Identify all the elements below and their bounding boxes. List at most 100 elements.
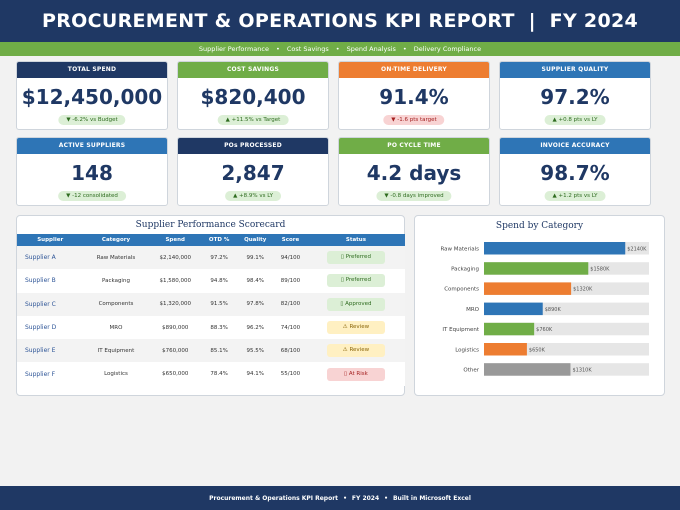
status-label: Review [349,324,370,331]
cell-status: ▯ Preferred [306,246,405,270]
footer-built-with: Built in Microsoft Excel [392,494,471,502]
spend-by-category-chart: Raw Materials $2140K Packaging $1580K Compon… [440,242,649,376]
column-header[interactable]: Score [274,234,307,246]
table-row[interactable]: Supplier C Components $1,320,000 91.5% 97.8%… [17,292,405,316]
chart-title: Spend by Category [495,221,584,231]
column-header[interactable]: Spend [148,234,202,246]
cell-otd: 78.4% [201,362,237,386]
cell-score: 89/100 [274,269,307,293]
kpi-card: ACTIVE SUPPLIERS 148 ▼ -12 consolidated [16,137,168,206]
cell-otd: 94.8% [201,269,237,293]
kpi-card: ON-TIME DELIVERY 91.4% ▼ -1.6 pts target [338,61,490,130]
cell-category: IT Equipment [83,339,149,363]
footer-report-name: Procurement & Operations KPI Report [209,494,339,502]
status-icon: ▯ [340,254,344,261]
cell-status: ⚠ Review [306,315,405,340]
cell-category: Logistics [83,362,149,386]
cell-supplier: Supplier F [17,362,84,386]
cell-otd: 85.1% [201,339,237,363]
table-row[interactable]: Supplier A Raw Materials $2,140,000 97.2% 99… [17,246,405,270]
kpi-card-title: PO CYCLE TIME [339,138,489,154]
cell-spend: $890,000 [148,315,202,340]
cell-category: Packaging [83,269,149,293]
bar-value-label: $1310K [572,367,592,373]
kpi-card-value: $12,450,000 [21,85,163,109]
nav-item-delivery-compliance[interactable]: Delivery Compliance [413,45,482,53]
column-header[interactable]: Category [83,234,149,246]
column-header[interactable]: Status [306,234,405,246]
status-label: Review [349,347,370,354]
footer-separator: • [384,494,388,502]
bar-value-label: $1320K [573,287,593,293]
kpi-delta-badge: ▼ -6.2% vs Budget [58,115,126,125]
kpi-card-title: TOTAL SPEND [17,62,167,78]
status-icon: ⚠ [342,324,348,331]
status-label: Approved [345,300,372,307]
bar-value-label: $650K [529,347,546,353]
status-label: Preferred [345,254,371,261]
cell-score: 68/100 [274,339,307,363]
cell-category: Raw Materials [83,246,149,270]
cell-score: 74/100 [274,315,307,340]
column-header[interactable]: Quality [236,234,275,246]
spend-bar[interactable] [484,262,589,275]
nav-item-supplier-performance[interactable]: Supplier Performance [198,45,269,53]
kpi-card-value: 97.2% [540,85,610,109]
cell-category: Components [83,292,149,316]
kpi-card-value: 148 [71,161,113,185]
status-icon: ⚠ [342,347,348,354]
cell-supplier: Supplier D [17,315,84,340]
spend-bar[interactable] [484,242,626,255]
cell-spend: $760,000 [148,339,202,363]
status-badge: ▯ At Risk [326,367,385,381]
scorecard-title: Supplier Performance Scorecard [135,220,286,230]
cell-otd: 88.3% [201,315,237,340]
cell-quality: 97.8% [236,292,275,316]
table-row[interactable]: Supplier F Logistics $650,000 78.4% 94.1% 55/… [17,362,405,386]
kpi-delta-badge: ▲ +11.5% vs Target [217,115,289,125]
cell-status: ⚠ Review [306,339,405,363]
cell-score: 94/100 [274,246,307,270]
table-row[interactable]: Supplier D MRO $890,000 88.3% 96.2% 74/100 ⚠ R… [17,315,405,340]
bar-value-label: $1580K [590,266,610,272]
nav-item-cost-savings[interactable]: Cost Savings [286,45,329,53]
spend-bar[interactable] [484,302,543,316]
section-nav: Supplier Performance • Cost Savings • Sp… [0,42,680,56]
status-icon: ▯ [340,277,344,284]
status-label: At Risk [348,370,368,377]
kpi-card-title: ACTIVE SUPPLIERS [17,138,167,154]
table-row[interactable]: Supplier B Packaging $1,580,000 94.8% 98.4% 8… [17,269,405,293]
bar-value-label: $760K [536,327,553,333]
cell-quality: 94.1% [236,362,275,386]
cell-status: ▯ Approved [306,292,405,316]
kpi-card-title: ON-TIME DELIVERY [339,62,489,78]
kpi-card-value: $820,400 [200,85,306,109]
kpi-delta-badge: ▼ -0.8 days improved [376,191,452,201]
status-label: Preferred [345,277,371,284]
kpi-card: PO CYCLE TIME 4.2 days ▼ -0.8 days improve… [338,137,490,206]
bar-value-label: $2140K [627,246,647,252]
nav-item-spend-analysis[interactable]: Spend Analysis [346,45,396,53]
kpi-card: COST SAVINGS $820,400 ▲ +11.5% vs Target [177,61,329,130]
column-header[interactable]: Supplier [17,234,84,246]
table-row[interactable]: Supplier E IT Equipment $760,000 85.1% 95.5%… [17,339,405,363]
column-header[interactable]: OTD % [201,234,237,246]
cell-spend: $650,000 [148,362,202,386]
footer-year: FY 2024 [351,494,380,502]
status-badge: ▯ Preferred [326,251,385,265]
spend-bar[interactable] [484,322,535,336]
spend-bar[interactable] [484,343,527,356]
category-label: Raw Materials [440,246,479,252]
cell-quality: 99.1% [236,246,275,270]
cell-supplier: Supplier C [17,292,84,316]
table-header-row: Supplier Category Spend OTD % Quality Score St… [17,234,405,246]
category-label: Other [463,367,479,373]
spend-bar[interactable] [484,363,571,376]
kpi-card-value: 91.4% [379,85,449,109]
kpi-card-title: COST SAVINGS [178,62,328,78]
kpi-card: TOTAL SPEND $12,450,000 ▼ -6.2% vs Budget [16,61,168,130]
status-icon: ▯ [340,300,344,307]
status-badge: ▯ Preferred [326,274,385,288]
spend-bar[interactable] [484,282,572,295]
report-footer: Procurement & Operations KPI Report • FY… [0,486,680,510]
